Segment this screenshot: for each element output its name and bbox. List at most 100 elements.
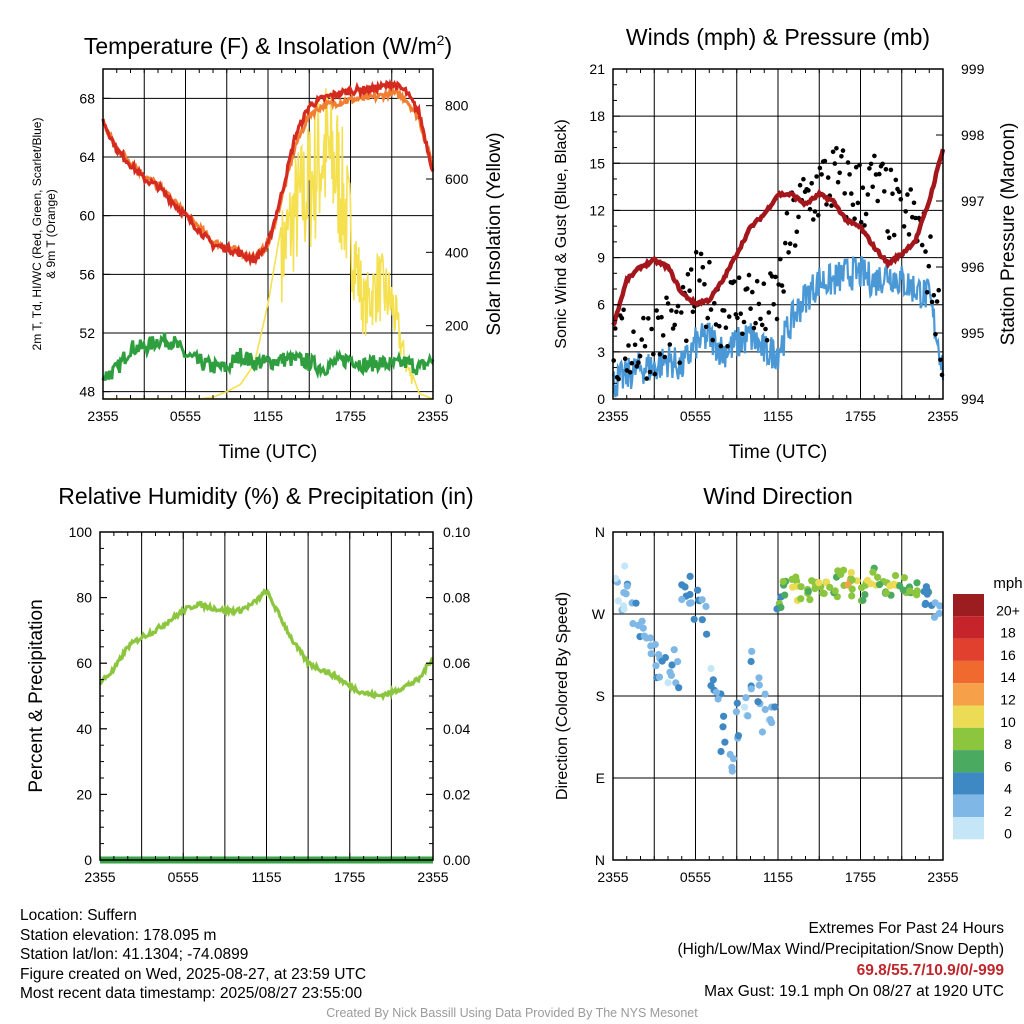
gust-point [888,167,894,173]
recent-timestamp: Most recent data timestamp: 2025/08/27 2… [20,985,363,1003]
gust-point [863,211,869,217]
gust-point [708,307,714,312]
gust-point [817,165,823,171]
gust-point [898,197,904,202]
direction-point [863,576,872,585]
gust-point [726,314,732,319]
legend-label: 0 [1004,825,1012,841]
rh-line [98,588,434,702]
figure-created: Figure created on Wed, 2025-08-27, at 23… [20,965,367,983]
direction-point [655,673,664,681]
gust-point [669,308,674,313]
direction-point [748,647,756,656]
gust-point [675,303,681,309]
gust-point [733,312,739,317]
direction-point [668,661,676,669]
gust-point [794,229,800,235]
direction-point [734,732,743,740]
temp-ylabel-line-1: 2m T, Td, HI/WC (Red, Green, Scarlet/Blu… [30,118,44,351]
direction-point [646,634,655,642]
gust-point [938,357,943,363]
gust-point [787,241,793,246]
gust-point [853,164,859,170]
dir-left-tick-label: W [592,606,606,622]
legend-swatch [953,660,984,684]
temp-chart-title: Temperature (F) & Insolation (W/m2) [84,32,452,59]
extremes-legend: (High/Low/Max Wind/Precipitation/Snow De… [677,941,1005,958]
direction-point [694,586,702,594]
temp-left-tick-label: 48 [79,384,95,400]
legend-swatch [953,794,984,817]
gust-point [677,360,682,366]
temp-xtick-label: 1155 [253,408,283,424]
direction-point [771,703,779,711]
direction-point [674,658,682,666]
gust-point [919,242,925,248]
wind-xtick-label: 2355 [927,408,958,424]
gust-point [830,149,836,155]
temp-xtick-label: 2355 [417,408,448,424]
wind-direction-panel: Wind Direction 2355 0555 1155 1755 2355NESWN… [554,483,1023,885]
gust-point [824,202,829,207]
gust-point [751,325,757,331]
wind-right-tick-label: 999 [961,61,985,77]
gust-point [862,223,867,228]
gust-point [632,342,638,348]
direction-point [732,708,741,716]
dir-chart-title: Wind Direction [703,483,853,509]
gust-point [860,185,866,190]
speed-legend: 20+ 18 16 14 12 10 8 6 4 2 0 [953,594,1020,841]
gust-point [852,216,857,221]
gust-point [710,337,715,343]
direction-point [733,699,741,707]
gust-point [857,162,862,168]
gust-point [903,209,908,214]
direction-point [808,577,816,585]
legend-title: mph [993,575,1022,592]
wind-right-tick-label: 997 [961,193,985,209]
dewpoint-line [101,332,435,381]
gust-point [735,315,740,321]
gust-point [896,189,902,195]
gust-point [693,249,699,255]
rh-grid [141,532,392,860]
direction-point [719,723,727,731]
direction-point [678,581,686,589]
gust-point [842,191,847,196]
direction-point [755,674,763,682]
gust-point [822,158,828,164]
wind-left-tick-label: 0 [597,391,605,407]
gust-point [723,325,729,331]
legend-swatch [953,750,984,773]
gust-point [786,250,791,255]
dir-xtick-label: 0555 [680,869,711,885]
gust-point [839,154,844,159]
temp-ticks: 2355 0555 1155 1755 2355 48 52 56 60 64 68 0 200 400 6… [79,69,469,424]
rh-xtick-label: 2355 [417,869,448,885]
gust-point [883,167,889,172]
gust-point [665,301,671,306]
gust-point [703,324,709,330]
wind-ticks: 2355 0555 1155 1755 235503691215182199499599… [589,61,984,424]
temp-left-tick-label: 56 [79,266,95,282]
direction-point [620,605,628,613]
direction-point [651,640,659,649]
direction-point [698,616,706,624]
gust-point [849,191,854,196]
gust-point [796,214,801,220]
direction-point [744,712,752,720]
gust-point [809,181,814,186]
gust-point [872,153,877,159]
gust-point [631,329,636,335]
temp-y2label: Solar Insolation (Yellow) [484,132,505,335]
gust-point [837,170,842,176]
direction-point [804,587,812,596]
direction-point [874,573,882,581]
gust-point [679,310,684,315]
direction-point [875,581,884,589]
direction-point [755,681,763,689]
gust-point [684,338,689,344]
gust-point [690,309,696,315]
dir-xtick-label: 1755 [845,869,876,885]
direction-point [931,599,939,607]
